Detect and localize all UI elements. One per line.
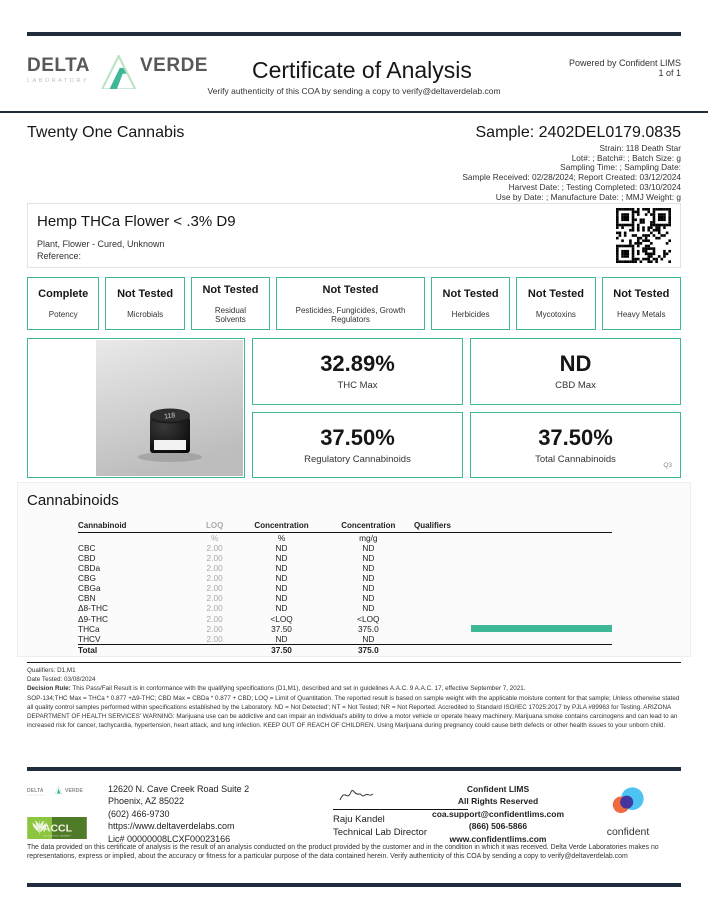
- svg-text:DELTA: DELTA: [27, 788, 44, 794]
- svg-text:ACCL: ACCL: [43, 823, 73, 835]
- svg-text:VERDE: VERDE: [140, 55, 208, 76]
- svg-text:LABORATORY: LABORATORY: [27, 78, 89, 84]
- svg-text:LABORATORY: LABORATORY: [27, 794, 46, 797]
- svg-text:DELTA: DELTA: [27, 55, 90, 76]
- svg-text:ACCREDITED CANNABIS: ACCREDITED CANNABIS: [44, 834, 71, 837]
- svg-text:VERDE: VERDE: [65, 788, 83, 794]
